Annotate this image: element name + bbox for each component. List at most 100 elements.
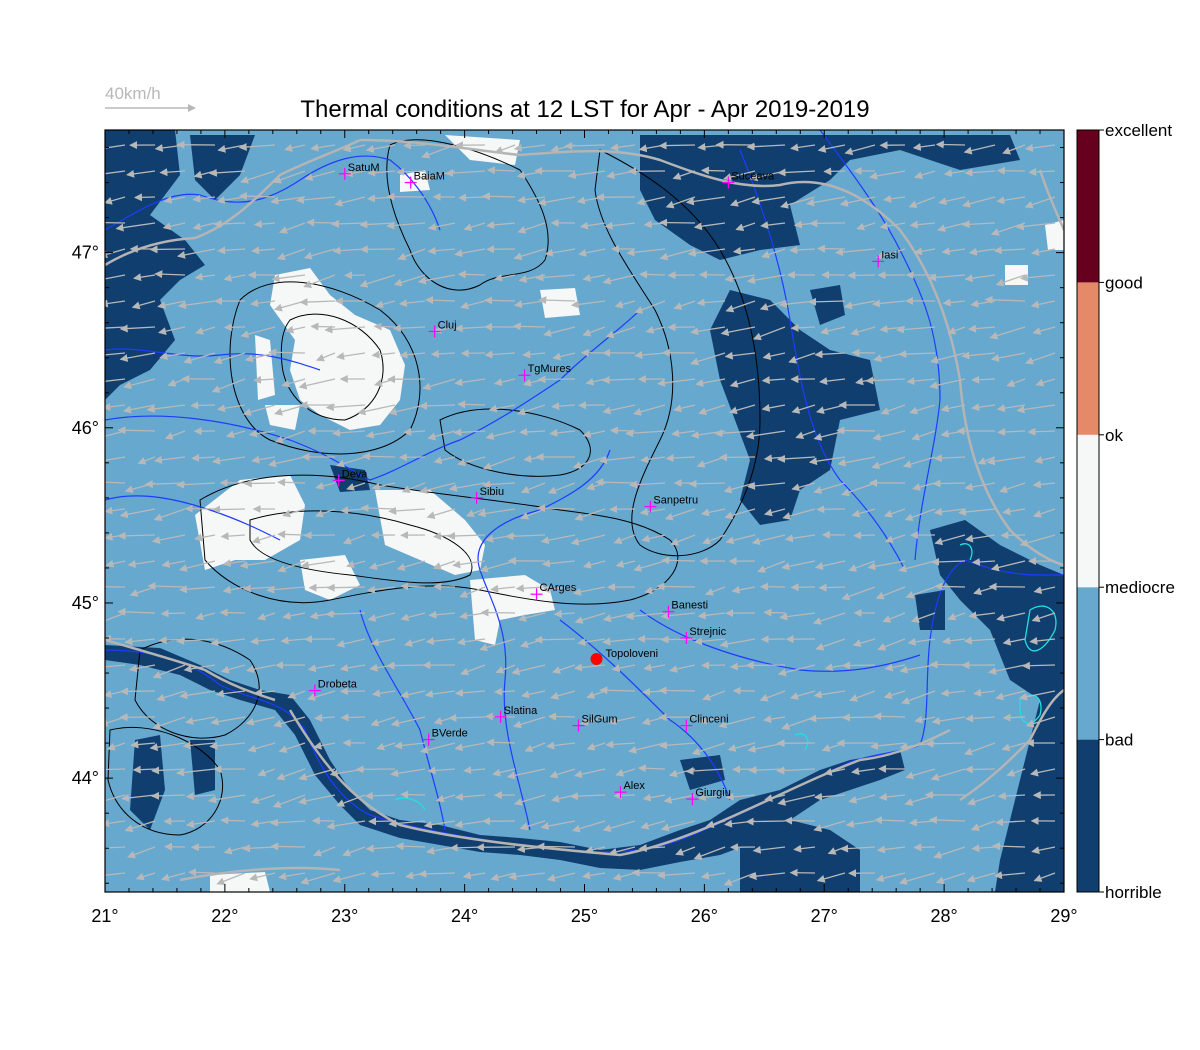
wind-vector — [850, 326, 876, 336]
wind-vector — [370, 870, 396, 879]
wind-vector — [570, 300, 606, 309]
wind-vector — [724, 508, 756, 520]
wind-vector — [808, 714, 846, 723]
wind-vector — [105, 872, 126, 876]
horrible-region-giurgiu — [680, 755, 725, 790]
wind-vector — [700, 871, 726, 880]
wind-vector — [270, 842, 306, 851]
wind-vector — [105, 274, 126, 280]
wind-vector — [605, 326, 636, 339]
wind-vector — [793, 844, 816, 853]
wind-vector — [608, 846, 636, 856]
legend-label: mediocre — [1105, 578, 1175, 597]
wind-vector — [685, 196, 726, 206]
horrible-region-east — [930, 520, 1064, 892]
wind-vector — [370, 638, 396, 647]
wind-vector — [484, 350, 516, 359]
wind-vector — [300, 872, 336, 885]
wind-vector — [513, 143, 546, 152]
wind-vector — [544, 248, 576, 257]
wind-vector — [425, 637, 456, 646]
x-tick-labels: 21° 22° 23° 24° 25° 26° 27° 28° 29° — [91, 906, 1077, 926]
wind-vector — [582, 560, 606, 569]
y-tick-label: 44° — [72, 768, 99, 788]
wind-vector — [396, 167, 426, 176]
wind-vector — [1032, 480, 1056, 489]
wind-vector — [325, 403, 366, 412]
wind-vector — [106, 742, 126, 751]
wind-vector — [282, 508, 306, 518]
wind-vector — [961, 351, 996, 360]
home-marker: Topoloveni — [590, 648, 658, 666]
wind-vector — [871, 456, 906, 470]
wind-vector — [176, 480, 216, 489]
wind-vector — [306, 218, 336, 227]
wind-vector — [964, 765, 996, 774]
wind-vector — [820, 326, 846, 335]
wind-vector — [602, 274, 636, 285]
wind-vector — [332, 872, 366, 884]
wind-vector — [506, 768, 546, 780]
wind-vector — [119, 508, 156, 519]
wind-vector — [761, 248, 786, 259]
city-label: Suceava — [731, 171, 775, 183]
wind-vector — [298, 378, 336, 390]
lake-east — [959, 543, 973, 561]
wind-vector — [995, 818, 1026, 827]
wind-vector — [515, 584, 546, 593]
city-label: Slatina — [504, 705, 539, 717]
wind-vector — [105, 664, 126, 668]
wind-vector — [482, 456, 516, 470]
wind-vector — [162, 222, 186, 231]
wind-vector — [1016, 404, 1056, 414]
wind-vector — [841, 661, 876, 670]
wind-vector — [851, 508, 876, 518]
wind-vector — [445, 169, 486, 178]
wind-vector — [574, 663, 606, 672]
wind-vector — [325, 610, 366, 619]
wind-vector — [613, 791, 636, 800]
horrible-region-moldavia-small — [810, 285, 845, 325]
wind-vector — [310, 322, 336, 331]
wind-vector — [990, 560, 1026, 572]
wind-vector — [268, 456, 306, 468]
wind-vector — [177, 248, 216, 259]
wind-vector — [971, 403, 996, 412]
wind-vector — [149, 742, 186, 752]
wind-vector — [720, 326, 756, 337]
wind-vector — [178, 560, 216, 572]
wind-vector — [719, 453, 756, 462]
wind-vector — [849, 690, 876, 702]
wind-vector — [806, 196, 846, 207]
wind-vector — [245, 716, 276, 726]
wind-vector — [625, 429, 666, 438]
wind-vector — [271, 274, 306, 283]
wind-vector — [458, 193, 486, 202]
wind-vector — [997, 427, 1026, 436]
wind-vector — [313, 846, 336, 857]
wind-vector — [251, 455, 276, 464]
wind-vector — [179, 690, 216, 700]
wind-vector — [543, 326, 576, 337]
wind-vector — [457, 400, 486, 409]
wind-vector — [968, 611, 996, 620]
wind-vector — [433, 325, 456, 334]
wind-vector — [540, 820, 576, 830]
river-prut — [819, 130, 941, 561]
wind-vector — [454, 248, 486, 258]
wind-vector — [898, 872, 936, 885]
wind-vector — [105, 456, 126, 461]
wind-vector — [397, 248, 426, 261]
wind-vector — [789, 246, 816, 254]
wind-vector — [427, 222, 456, 231]
wind-vector — [614, 300, 636, 309]
wind-vector — [273, 716, 306, 728]
lake-danube — [394, 797, 426, 811]
city-marker: Clinceni — [680, 714, 729, 732]
wind-vector — [251, 246, 276, 255]
wind-vector — [399, 350, 426, 359]
wind-vector — [757, 560, 786, 573]
wind-vector — [279, 222, 306, 234]
wind-vector — [643, 663, 666, 672]
wind-vector — [759, 690, 786, 702]
